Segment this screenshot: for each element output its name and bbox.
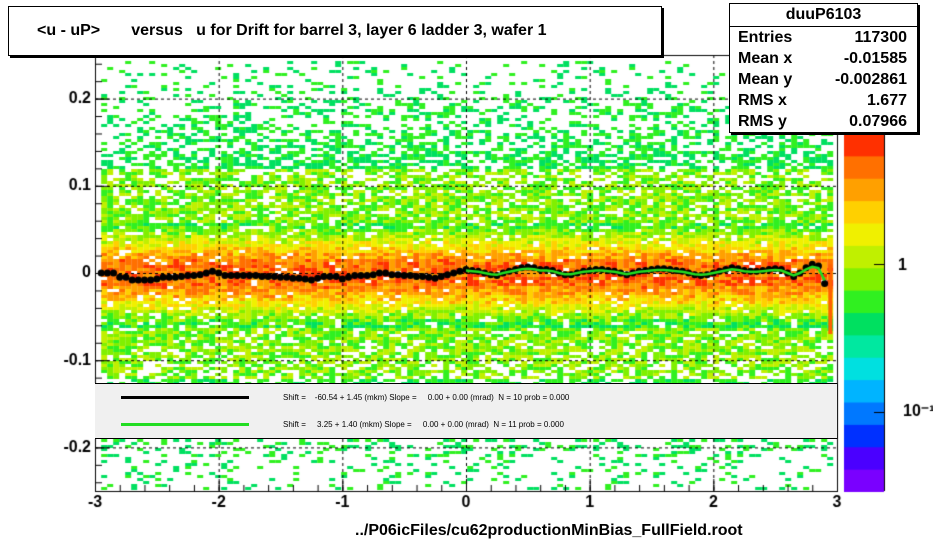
stats-value: 1.677 [866, 92, 907, 109]
legend-text: Shift = 3.25 + 1.40 (mkm) Slope = 0.00 +… [283, 419, 564, 429]
stats-value: 0.07966 [849, 113, 907, 130]
stats-label: Entries [738, 29, 793, 46]
stats-histogram-name: duuP6103 [730, 4, 917, 27]
stats-row-rms-y: RMS y 0.07966 [730, 111, 917, 132]
chart-title: <u - uP> versus u for Drift for barrel 3… [8, 6, 662, 56]
stats-label: RMS y [738, 113, 787, 130]
legend-line-green [121, 422, 249, 426]
stats-row-mean-x: Mean x -0.01585 [730, 48, 917, 69]
stats-value: -0.002861 [834, 71, 907, 88]
stats-label: RMS x [738, 92, 787, 109]
stats-box: duuP6103 Entries 117300 Mean x -0.01585 … [729, 3, 918, 133]
file-path-label: ../P06icFiles/cu62productionMinBias_Full… [355, 522, 743, 539]
stats-value: 117300 [854, 29, 907, 46]
legend-line-black [121, 395, 249, 399]
legend-entry-black: Shift = -60.54 + 1.45 (mkm) Slope = 0.00… [95, 387, 569, 407]
stats-label: Mean x [738, 50, 793, 67]
fit-legend: Shift = -60.54 + 1.45 (mkm) Slope = 0.00… [95, 383, 837, 439]
stats-row-mean-y: Mean y -0.002861 [730, 69, 917, 90]
legend-text: Shift = -60.54 + 1.45 (mkm) Slope = 0.00… [283, 392, 570, 402]
stats-label: Mean y [738, 71, 793, 88]
legend-entry-green: Shift = 3.25 + 1.40 (mkm) Slope = 0.00 +… [95, 414, 564, 434]
chart-title-text: <u - uP> versus u for Drift for barrel 3… [37, 22, 547, 39]
stats-row-rms-x: RMS x 1.677 [730, 90, 917, 111]
stats-row-entries: Entries 117300 [730, 27, 917, 48]
stats-value: -0.01585 [843, 50, 907, 67]
